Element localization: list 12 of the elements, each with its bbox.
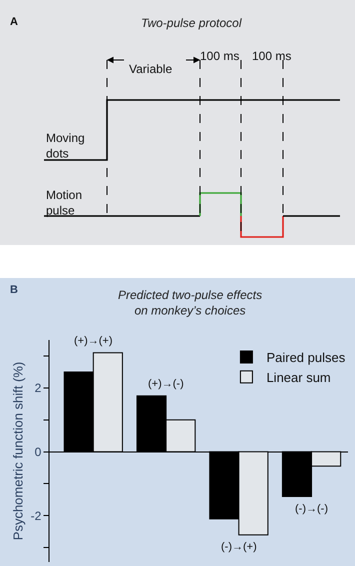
x-tick-label: (-)→(-)	[295, 503, 328, 515]
text: B	[10, 284, 18, 296]
y-tick-label: 0	[34, 445, 42, 459]
x-tick-label: (+)→(-)	[148, 378, 184, 390]
y-tick-label: -2	[30, 508, 42, 523]
chart-title: Predicted two-pulse effects on monkey’s choices	[118, 288, 262, 318]
y-tick-label: 2	[34, 381, 42, 396]
legend-label: Paired pulses	[266, 350, 346, 366]
x-tick-label: (-)→(+)	[221, 541, 257, 553]
x-tick-label: (+)→(+)	[74, 335, 112, 347]
legend-label: Linear sum	[266, 370, 331, 385]
y-axis-title: Psychometric function shift (%)	[10, 362, 26, 540]
